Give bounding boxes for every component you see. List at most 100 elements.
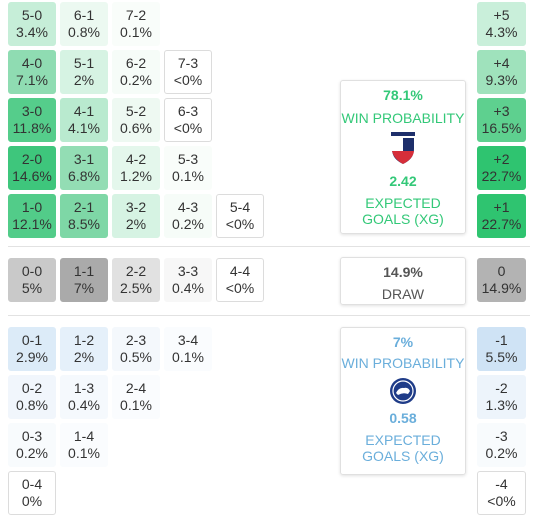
home-summary: 78.1% WIN PROBABILITY 2.42 EXPECTED GOAL…: [340, 80, 466, 234]
score-cell-label: 5-3: [177, 151, 199, 167]
score-cell-prob: 1.2%: [120, 168, 152, 184]
score-cell-label: 4-0: [21, 55, 43, 71]
score-cell: 1-2 2%: [60, 327, 108, 371]
score-cell-label: 6-3: [177, 103, 199, 119]
margin-cell-label: -3: [495, 428, 508, 444]
away-xg-label: EXPECTED GOALS (XG): [362, 432, 444, 464]
margin-cell-prob: 22.7%: [481, 168, 522, 184]
score-cell-label: 0-2: [21, 380, 43, 396]
margin-cell-prob: <0%: [487, 493, 516, 509]
score-cell: 2-4 0.1%: [112, 375, 160, 419]
margin-cell-prob: 0.2%: [485, 445, 518, 461]
margin-cell: -4 <0%: [477, 471, 526, 515]
score-cell-label: 1-3: [73, 380, 95, 396]
score-cell-prob: 0.5%: [120, 349, 152, 365]
score-cell-label: 2-3: [125, 332, 147, 348]
score-cell: 0-2 0.8%: [8, 375, 56, 419]
home-win-label: WIN PROBABILITY: [341, 110, 465, 126]
score-cell: 2-2 2.5%: [112, 258, 160, 302]
draw-pct: 14.9%: [383, 264, 423, 280]
score-cell-prob: 14.6%: [12, 168, 52, 184]
margin-cell-prob: 1.3%: [485, 397, 518, 413]
score-cell: 4-0 7.1%: [8, 50, 56, 94]
score-cell-prob: 0.1%: [120, 24, 152, 40]
score-cell-label: 0-1: [21, 332, 43, 348]
margin-cell-label: +3: [493, 103, 510, 119]
margin-cell: +1 22.7%: [477, 194, 526, 238]
score-cell-label: 2-2: [125, 263, 147, 279]
margin-cell-label: 0: [497, 263, 506, 279]
home-xg: 2.42: [389, 173, 417, 189]
score-cell-label: 2-1: [73, 199, 95, 215]
score-cell-label: 3-0: [21, 103, 43, 119]
score-cell-label: 5-4: [229, 199, 251, 215]
score-cell-label: 0-0: [21, 263, 43, 279]
score-cell: 7-3 <0%: [164, 50, 212, 94]
score-cell-prob: 0.4%: [172, 280, 204, 296]
score-cell: 1-1 7%: [60, 258, 108, 302]
score-cell-prob: 0.1%: [172, 349, 204, 365]
score-cell-label: 2-4: [125, 380, 147, 396]
score-cell-prob: 0.8%: [68, 24, 100, 40]
score-cell-prob: 0.6%: [120, 120, 152, 136]
score-cell-prob: 12.1%: [12, 216, 52, 232]
score-cell-prob: <0%: [173, 120, 203, 136]
score-cell: 7-2 0.1%: [112, 2, 160, 46]
score-cell-label: 3-2: [125, 199, 147, 215]
score-cell-label: 4-2: [125, 151, 147, 167]
score-cell: 2-1 8.5%: [60, 194, 108, 238]
score-cell: 4-4 <0%: [216, 258, 264, 302]
score-cell-label: 1-2: [73, 332, 95, 348]
score-cell-prob: 0.2%: [16, 445, 48, 461]
score-cell-label: 2-0: [21, 151, 43, 167]
score-cell: 5-2 0.6%: [112, 98, 160, 142]
score-cell-prob: <0%: [225, 280, 255, 296]
score-cell-label: 5-1: [73, 55, 95, 71]
margin-cell: +5 4.3%: [477, 2, 526, 46]
score-cell: 6-1 0.8%: [60, 2, 108, 46]
score-cell-prob: 2.9%: [16, 349, 48, 365]
score-cell: 5-0 3.4%: [8, 2, 56, 46]
score-cell: 5-1 2%: [60, 50, 108, 94]
score-cell-prob: 0.2%: [120, 72, 152, 88]
margin-cell: -3 0.2%: [477, 423, 526, 467]
score-cell: 2-0 14.6%: [8, 146, 56, 190]
score-cell-label: 4-4: [229, 263, 251, 279]
score-cell-label: 6-2: [125, 55, 147, 71]
margin-cell-label: -4: [495, 476, 508, 492]
score-cell-prob: 0.8%: [16, 397, 48, 413]
away-summary: 7% WIN PROBABILITY 0.58 EXPECTED GOALS (…: [340, 327, 466, 475]
score-cell: 1-4 0.1%: [60, 423, 108, 467]
score-cell-prob: 0.2%: [172, 216, 204, 232]
score-cell-label: 6-1: [73, 7, 95, 23]
score-cell: 1-0 12.1%: [8, 194, 56, 238]
score-cell: 0-1 2.9%: [8, 327, 56, 371]
home-team-logo: [391, 132, 415, 164]
score-cell-label: 7-3: [177, 55, 199, 71]
score-cell-prob: 2%: [73, 349, 95, 365]
margin-cell: +3 16.5%: [477, 98, 526, 142]
score-cell: 3-1 6.8%: [60, 146, 108, 190]
score-cell: 4-1 4.1%: [60, 98, 108, 142]
home-xg-label: EXPECTED GOALS (XG): [362, 195, 444, 227]
margin-cell: +4 9.3%: [477, 50, 526, 94]
score-cell-prob: 0.4%: [68, 397, 100, 413]
score-cell: 3-0 11.8%: [8, 98, 56, 142]
score-cell: 3-4 0.1%: [164, 327, 212, 371]
margin-cell-prob: 22.7%: [481, 216, 522, 232]
away-win-label: WIN PROBABILITY: [341, 355, 465, 371]
score-cell: 3-3 0.4%: [164, 258, 212, 302]
home-win-pct: 78.1%: [383, 87, 423, 103]
margin-cell-label: +4: [493, 55, 510, 71]
margin-cell-label: +5: [493, 7, 510, 23]
score-cell-label: 3-4: [177, 332, 199, 348]
margin-cell-label: -1: [495, 332, 508, 348]
score-cell-prob: 6.8%: [68, 168, 100, 184]
score-cell: 4-2 1.2%: [112, 146, 160, 190]
score-cell-prob: 2.5%: [120, 280, 152, 296]
score-cell: 6-2 0.2%: [112, 50, 160, 94]
score-cell: 0-3 0.2%: [8, 423, 56, 467]
margin-cell: -1 5.5%: [477, 327, 526, 371]
score-cell: 0-0 5%: [8, 258, 56, 302]
